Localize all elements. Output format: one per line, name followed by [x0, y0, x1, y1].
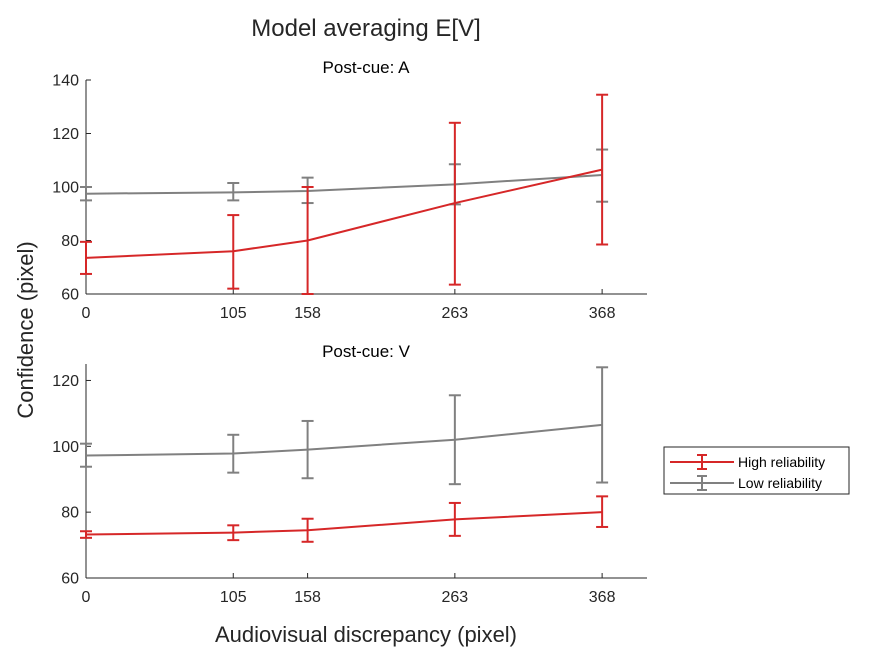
- top-y-tick-label: 100: [52, 180, 79, 197]
- figure-title: Model averaging E[V]: [251, 15, 480, 42]
- top-y-tick-label: 60: [61, 287, 79, 304]
- top-high-series-line: [85, 168, 603, 259]
- top-y-tick-label: 120: [52, 126, 79, 143]
- bottom-x-tick-label: 105: [220, 589, 247, 606]
- top-y-tick-label: 80: [61, 233, 79, 250]
- bottom-x-tick-label: 0: [82, 589, 91, 606]
- bottom-y-tick-label: 120: [52, 373, 79, 390]
- top-x-tick-label: 158: [294, 305, 321, 322]
- top-panel-title: Post-cue: A: [323, 58, 411, 77]
- legend: High reliability Low reliability: [663, 446, 850, 495]
- top-y-tick-label: 140: [52, 73, 79, 90]
- bottom-x-tick-label: 368: [589, 589, 616, 606]
- legend-entry-low: Low reliability: [670, 475, 822, 491]
- bottom-y-tick-label: 80: [61, 505, 79, 522]
- legend-label-low: Low reliability: [738, 475, 822, 491]
- top-panel: Post-cue: A 60 80 100 120 140 0 105 158 263 368: [52, 58, 647, 322]
- bottom-x-tick-label: 263: [442, 589, 469, 606]
- bottom-y-tick-label: 60: [61, 571, 79, 588]
- bottom-panel: Post-cue: V 60 80 100 120 0 105 158 263 368: [52, 342, 647, 606]
- bottom-low-series-line: [85, 423, 603, 457]
- bottom-high-series-line: [85, 511, 603, 536]
- bottom-panel-title: Post-cue: V: [322, 342, 411, 361]
- y-axis-label: Confidence (pixel): [13, 241, 38, 418]
- bottom-y-tick-label: 100: [52, 439, 79, 456]
- top-x-tick-label: 368: [589, 305, 616, 322]
- legend-box: [663, 446, 850, 495]
- top-x-tick-label: 263: [442, 305, 469, 322]
- bottom-x-tick-label: 158: [294, 589, 321, 606]
- legend-entry-high: High reliability: [670, 454, 825, 470]
- top-low-series-line: [85, 173, 603, 195]
- top-x-tick-label: 105: [220, 305, 247, 322]
- x-axis-label: Audiovisual discrepancy (pixel): [215, 622, 517, 647]
- top-x-tick-label: 0: [82, 305, 91, 322]
- legend-label-high: High reliability: [738, 454, 825, 470]
